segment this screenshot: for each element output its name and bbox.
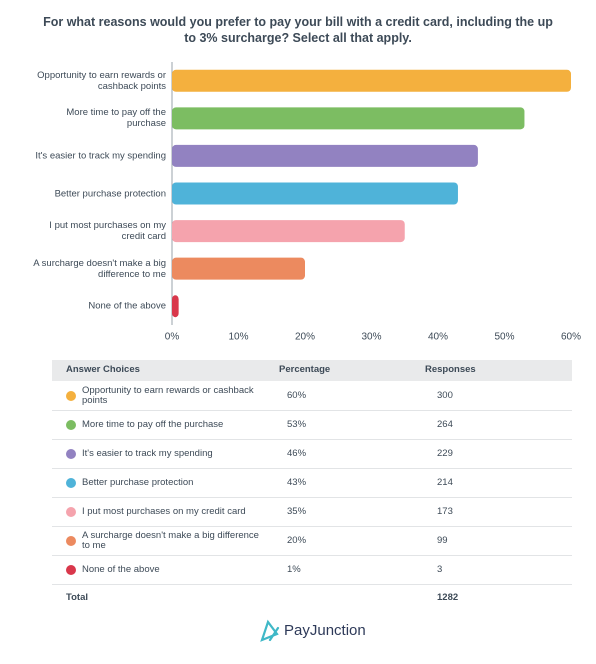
category-label: A surcharge doesn't make a big differenc…: [33, 257, 166, 280]
percentage: 46%: [287, 447, 307, 459]
responses: 214: [437, 476, 453, 488]
bar: [172, 107, 525, 130]
chart-title: For what reasons would you prefer to pay…: [43, 15, 553, 45]
answer-choice: I put most purchases on my credit card: [82, 505, 246, 517]
x-tick-label: 20%: [295, 332, 315, 343]
percentage: 20%: [287, 534, 307, 546]
percentage: 43%: [287, 476, 307, 488]
bar: [172, 295, 179, 318]
responses: 300: [437, 389, 453, 401]
table-header: Responses: [425, 364, 476, 375]
legend-dot: [66, 506, 76, 517]
category-label: Better purchase protection: [54, 188, 166, 199]
answer-choice: A surcharge doesn't make a big differenc…: [82, 529, 259, 551]
x-tick-label: 0%: [165, 332, 180, 343]
x-tick-label: 40%: [428, 332, 448, 343]
x-tick-label: 30%: [361, 332, 381, 343]
percentage: 60%: [287, 389, 307, 401]
row-divider: [52, 526, 572, 527]
category-label: More time to pay off the purchase: [66, 107, 166, 130]
percentage: 1%: [287, 563, 301, 575]
responses: 99: [437, 534, 448, 546]
answer-choice: More time to pay off the purchase: [82, 418, 224, 430]
legend-dot: [66, 535, 76, 546]
x-tick-label: 50%: [494, 332, 514, 343]
bar: [172, 182, 458, 205]
legend-dot: [66, 390, 76, 401]
bar: [172, 220, 405, 243]
percentage: 35%: [287, 505, 307, 517]
category-label: I put most purchases on my credit card: [49, 220, 166, 243]
table-header-bg: [52, 360, 572, 381]
row-divider: [52, 439, 572, 440]
answer-choice: None of the above: [82, 563, 160, 575]
legend-dot: [66, 477, 76, 488]
total: 1282: [437, 592, 459, 603]
row-divider: [52, 468, 572, 469]
legend-dot: [66, 419, 76, 430]
responses: 3: [437, 563, 443, 575]
percentage: 53%: [287, 418, 307, 430]
logo-icon: [260, 619, 280, 642]
legend-dot: [66, 564, 76, 575]
row-divider: [52, 410, 572, 411]
bar: [172, 69, 571, 92]
table-header: Percentage: [279, 364, 331, 375]
responses: 229: [437, 447, 453, 459]
bar: [172, 144, 478, 167]
answer-choice: Better purchase protection: [82, 476, 194, 488]
x-tick-label: 10%: [228, 332, 248, 343]
answer-choice: It's easier to track my spending: [82, 447, 213, 459]
row-divider: [52, 497, 572, 498]
category-label: Opportunity to earn rewards or cashback …: [37, 69, 166, 92]
x-tick-label: 60%: [561, 332, 581, 343]
legend-dot: [66, 448, 76, 459]
responses: 264: [437, 418, 453, 430]
bar: [172, 257, 305, 280]
total-label: Total: [66, 592, 88, 603]
category-label: None of the above: [88, 300, 166, 312]
row-divider: [52, 584, 572, 585]
answer-choice: Opportunity to earn rewards or cashback …: [82, 384, 254, 406]
table-header: Answer Choices: [66, 364, 140, 375]
category-label: It's easier to track my spending: [35, 150, 166, 162]
row-divider: [52, 555, 572, 556]
responses: 173: [437, 505, 453, 517]
brand-name: PayJunction: [284, 622, 366, 639]
